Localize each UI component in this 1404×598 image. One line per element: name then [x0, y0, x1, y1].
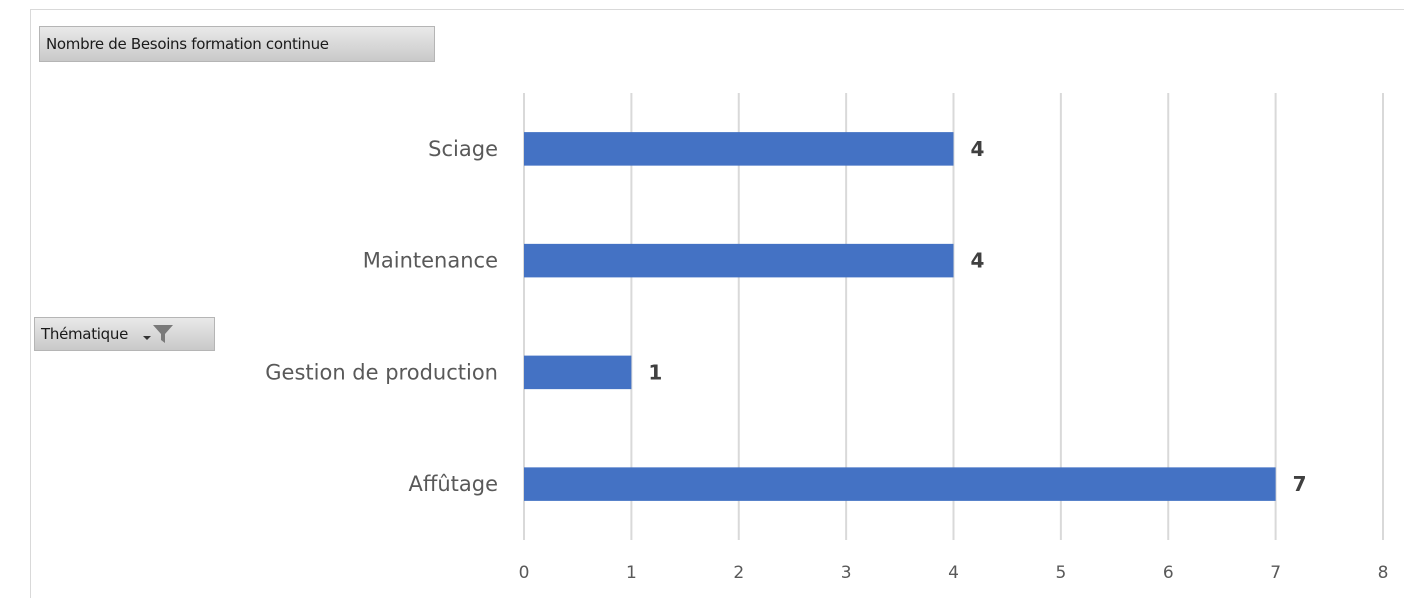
- data-label: 1: [648, 360, 662, 384]
- x-tick-label: 0: [519, 563, 530, 583]
- category-label: Affûtage: [409, 472, 499, 496]
- dropdown-arrow-icon[interactable]: [142, 327, 152, 341]
- category-label: Gestion de production: [265, 360, 498, 384]
- x-tick-label: 4: [948, 563, 959, 583]
- bar[interactable]: [524, 355, 632, 390]
- bar[interactable]: [524, 243, 954, 278]
- axis-field-label: Thématique: [41, 325, 129, 343]
- bar[interactable]: [524, 467, 1276, 501]
- x-tick-label: 3: [841, 563, 852, 583]
- x-tick-label: 8: [1378, 563, 1389, 583]
- value-field-button[interactable]: Nombre de Besoins formation continue: [39, 26, 435, 62]
- category-label: Sciage: [428, 137, 498, 161]
- axis-field-button[interactable]: Thématique: [34, 317, 215, 351]
- x-tick-label: 1: [626, 563, 637, 583]
- data-label: 4: [971, 137, 985, 161]
- value-field-label: Nombre de Besoins formation continue: [46, 35, 329, 53]
- x-tick-label: 5: [1055, 563, 1066, 583]
- filter-icon[interactable]: [152, 323, 174, 345]
- x-tick-label: 2: [733, 563, 744, 583]
- x-tick-label: 6: [1163, 563, 1174, 583]
- x-tick-label: 7: [1270, 563, 1281, 583]
- data-label: 4: [971, 249, 985, 273]
- pivot-chart-area: [30, 9, 1404, 598]
- bar[interactable]: [524, 132, 954, 166]
- category-label: Maintenance: [363, 249, 498, 273]
- data-label: 7: [1293, 472, 1307, 496]
